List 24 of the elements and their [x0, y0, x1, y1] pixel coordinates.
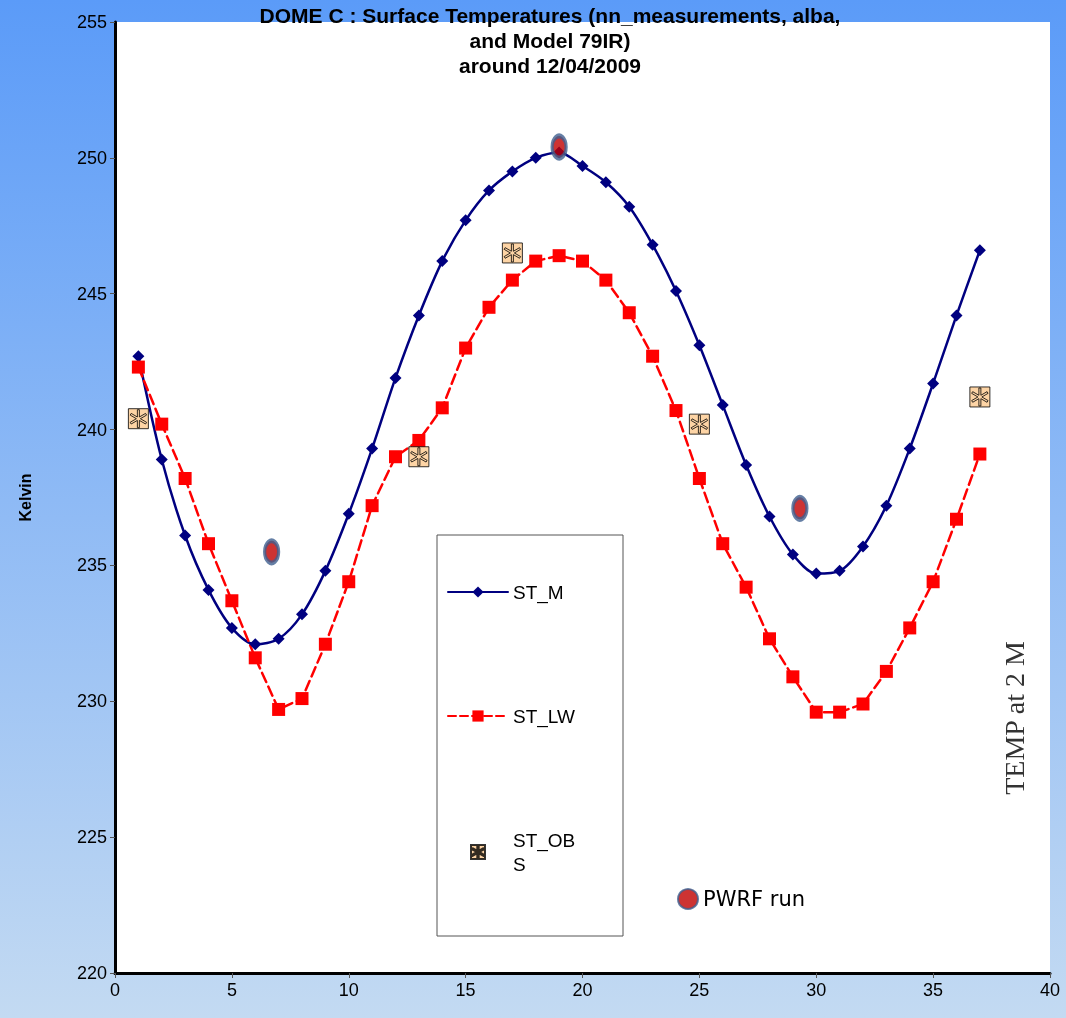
- chart-title: DOME C : Surface Temperatures (nn_measurements, alba, and Model 79IR) around 12/04/2009: [259, 4, 841, 77]
- y-axis-title: Kelvin: [16, 473, 34, 522]
- legend-label: PWRF run: [703, 887, 806, 911]
- x-tick-label: 15: [455, 980, 476, 1000]
- x-tick-label: 35: [923, 980, 944, 1000]
- legend-label: ST_OBS: [513, 829, 576, 875]
- x-tick-label: 20: [572, 980, 593, 1000]
- y-tick-label: 235: [76, 555, 107, 576]
- annotation: TEMP at 2 M: [998, 640, 1030, 795]
- legend-label: ST_LW: [513, 705, 575, 728]
- x-tick-label: 0: [109, 980, 121, 1000]
- x-tick-label: 10: [338, 980, 359, 1000]
- y-tick-label: 220: [76, 963, 107, 983]
- x-tick-label: 40: [1039, 980, 1061, 1000]
- y-tick-label: 225: [76, 827, 107, 848]
- y-tick-label: 230: [76, 691, 107, 712]
- y-tick-label: 240: [76, 419, 107, 440]
- y-tick-label: 250: [76, 147, 107, 168]
- x-tick-label: 30: [806, 980, 827, 1000]
- y-tick-label: 245: [76, 283, 107, 304]
- y-tick-label: 255: [76, 12, 107, 32]
- x-tick-label: 5: [226, 980, 237, 1000]
- x-tick-label: 25: [689, 980, 710, 1000]
- legend-label: ST_M: [513, 581, 564, 604]
